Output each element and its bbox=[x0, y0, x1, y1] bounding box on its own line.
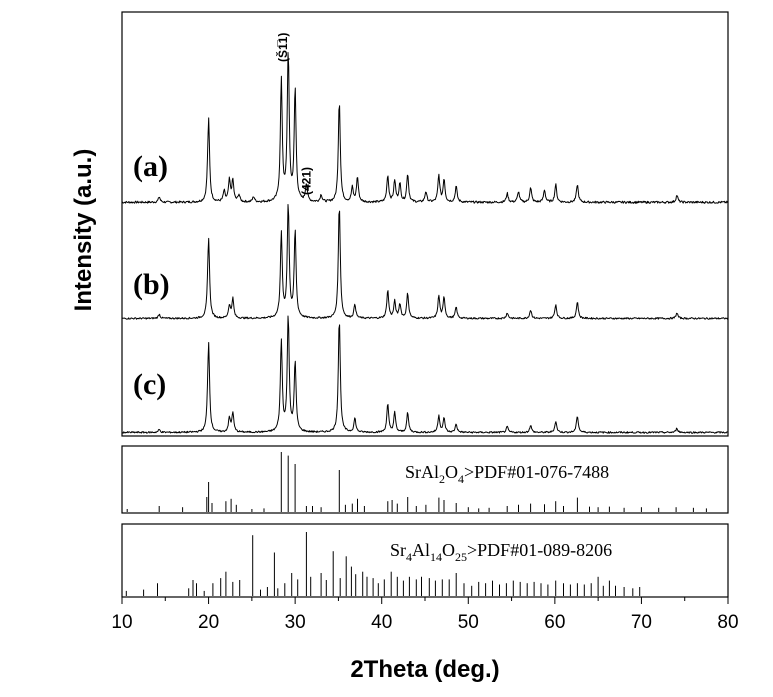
pattern-traces bbox=[121, 52, 729, 434]
x-tick-label-7: 80 bbox=[717, 612, 738, 633]
miller-index-label-0: (Š1̅1) bbox=[275, 33, 290, 62]
x-tick-label-0: 10 bbox=[111, 612, 132, 633]
x-axis: 10 20 30 40 50 60 70 80 bbox=[111, 597, 739, 633]
patterns-panel-frame bbox=[121, 11, 729, 437]
x-tick-label-5: 60 bbox=[544, 612, 565, 633]
x-tick-label-1: 20 bbox=[198, 612, 219, 633]
pattern-label-0: (a) bbox=[133, 150, 168, 183]
x-axis-title: 2Theta (deg.) bbox=[350, 656, 499, 683]
miller-index-label-1: (421) bbox=[299, 167, 313, 195]
pattern-label-1: (b) bbox=[133, 268, 170, 301]
reference-panel-1-frame bbox=[121, 445, 729, 514]
pattern-trace-1 bbox=[121, 204, 729, 320]
miller-index-labels: (Š1̅1) (421) bbox=[275, 33, 313, 195]
pattern-labels: (a) (b) (c) bbox=[133, 150, 170, 401]
pattern-label-2: (c) bbox=[133, 368, 166, 401]
x-tick-label-3: 40 bbox=[371, 612, 392, 633]
x-tick-label-4: 50 bbox=[458, 612, 479, 633]
y-axis-title: Intensity (a.u.) bbox=[70, 149, 97, 312]
x-tick-label-6: 70 bbox=[631, 612, 652, 633]
x-tick-label-2: 30 bbox=[285, 612, 306, 633]
reference-label-1: SrAl2O4>PDF#01-076-7488 bbox=[405, 462, 609, 486]
reference-sticks bbox=[125, 452, 707, 596]
reference-label-2: Sr4Al14O25>PDF#01-089-8206 bbox=[390, 540, 612, 564]
pattern-trace-2 bbox=[121, 315, 728, 434]
pattern-trace-0 bbox=[121, 52, 729, 204]
